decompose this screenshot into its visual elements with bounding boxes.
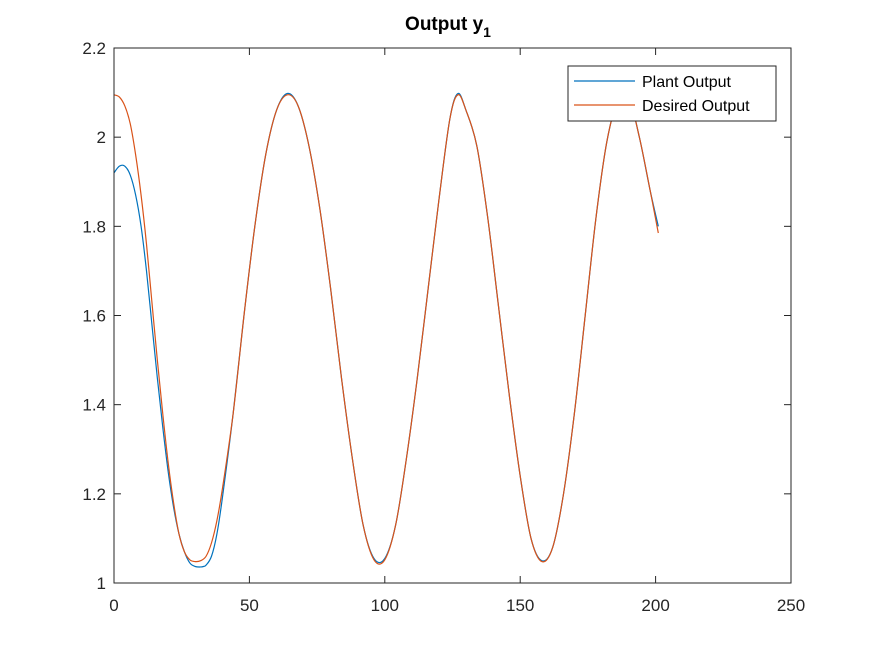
y-tick-label: 2.2 [82,39,106,58]
legend: Plant Output Desired Output [567,65,777,122]
series-line-desired-output [113,93,659,565]
chart-title-main: Output y [405,14,484,35]
y-tick-label: 1.6 [82,307,106,326]
x-tick-label: 200 [641,596,669,615]
plot-area [114,48,791,583]
x-tick-label: 50 [240,596,259,615]
y-tick-label: 1.4 [82,396,106,415]
legend-label-plant-output: Plant Output [642,74,732,91]
tick-layer: 0 50 100 150 200 250 1 1.2 1.4 1.6 1.8 2 2.2 [82,39,805,615]
y-tick-label: 2 [97,128,106,147]
legend-box [567,65,777,122]
chart-title: Output y1 [405,14,491,40]
y-tick-label: 1 [97,574,106,593]
y-tick-label: 1.2 [82,485,106,504]
x-tick-label: 0 [109,596,118,615]
legend-label-desired-output: Desired Output [642,98,750,115]
axes-box [113,47,792,584]
y-tick-label: 1.8 [82,217,106,236]
x-tick-label: 250 [777,596,805,615]
x-tick-label: 150 [506,596,534,615]
series-layer [113,92,659,568]
x-tick-label: 100 [371,596,399,615]
chart-title-subscript: 1 [483,24,491,40]
